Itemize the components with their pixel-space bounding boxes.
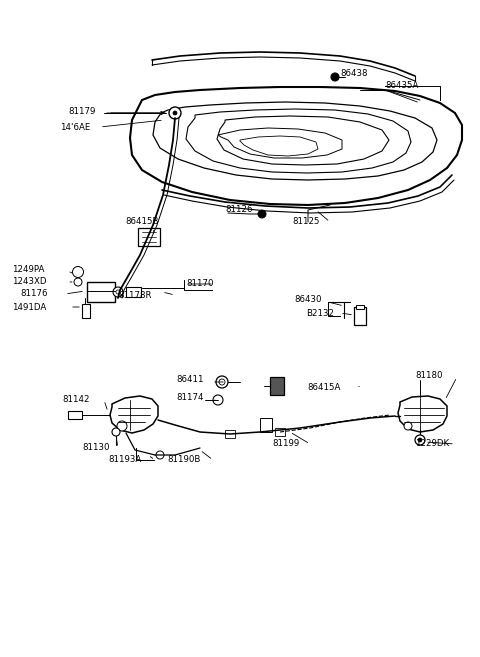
Circle shape xyxy=(116,290,120,294)
Circle shape xyxy=(258,210,266,218)
Text: 86415B: 86415B xyxy=(125,217,158,227)
Polygon shape xyxy=(240,136,318,156)
Text: 86411: 86411 xyxy=(176,376,204,384)
Circle shape xyxy=(415,435,425,445)
Circle shape xyxy=(112,428,120,436)
Text: 81170: 81170 xyxy=(186,279,214,288)
Circle shape xyxy=(404,422,412,430)
Text: 81130: 81130 xyxy=(82,443,109,453)
Polygon shape xyxy=(218,128,342,158)
Polygon shape xyxy=(130,87,462,205)
Text: 1243XD: 1243XD xyxy=(12,277,47,286)
Text: 86430: 86430 xyxy=(294,296,322,304)
Text: 81193A: 81193A xyxy=(108,455,141,464)
Circle shape xyxy=(331,73,339,81)
Bar xyxy=(270,377,284,395)
Bar xyxy=(87,282,115,302)
Circle shape xyxy=(213,395,223,405)
Text: 14'6AE: 14'6AE xyxy=(60,122,90,131)
Circle shape xyxy=(169,107,181,119)
Text: 81199: 81199 xyxy=(272,440,299,449)
Text: 86435A: 86435A xyxy=(385,81,419,91)
Text: 81176: 81176 xyxy=(20,290,48,298)
Bar xyxy=(68,411,82,419)
Text: 86438: 86438 xyxy=(340,70,368,78)
Text: 81142: 81142 xyxy=(62,396,89,405)
Text: 81190B: 81190B xyxy=(167,455,200,464)
Circle shape xyxy=(74,278,82,286)
Bar xyxy=(275,428,285,436)
Circle shape xyxy=(75,269,81,275)
Text: 1491DA: 1491DA xyxy=(12,302,46,311)
Bar xyxy=(356,305,364,309)
Circle shape xyxy=(113,287,123,297)
Text: 1229DK: 1229DK xyxy=(415,440,449,449)
Bar xyxy=(260,418,272,432)
Circle shape xyxy=(173,111,177,115)
Text: 81180: 81180 xyxy=(415,371,443,380)
Circle shape xyxy=(219,379,225,385)
Circle shape xyxy=(418,438,422,442)
Bar xyxy=(138,228,160,246)
Circle shape xyxy=(156,451,164,459)
Text: B2132: B2132 xyxy=(306,309,334,317)
Text: 81179: 81179 xyxy=(68,108,96,116)
Polygon shape xyxy=(217,116,389,165)
Text: 81174: 81174 xyxy=(176,392,204,401)
Polygon shape xyxy=(153,102,437,180)
Text: 81125: 81125 xyxy=(292,217,320,227)
Bar xyxy=(225,430,235,438)
Text: 81178R: 81178R xyxy=(118,290,152,300)
Polygon shape xyxy=(186,109,411,173)
Text: 1249PA: 1249PA xyxy=(12,265,44,275)
Text: 86415A: 86415A xyxy=(307,382,340,392)
Polygon shape xyxy=(110,396,158,433)
Bar xyxy=(82,304,90,318)
Circle shape xyxy=(72,267,84,277)
Text: 81126: 81126 xyxy=(225,206,252,214)
Polygon shape xyxy=(398,396,447,432)
Circle shape xyxy=(216,376,228,388)
Bar xyxy=(126,287,141,297)
Bar xyxy=(354,307,366,325)
Circle shape xyxy=(117,421,127,431)
